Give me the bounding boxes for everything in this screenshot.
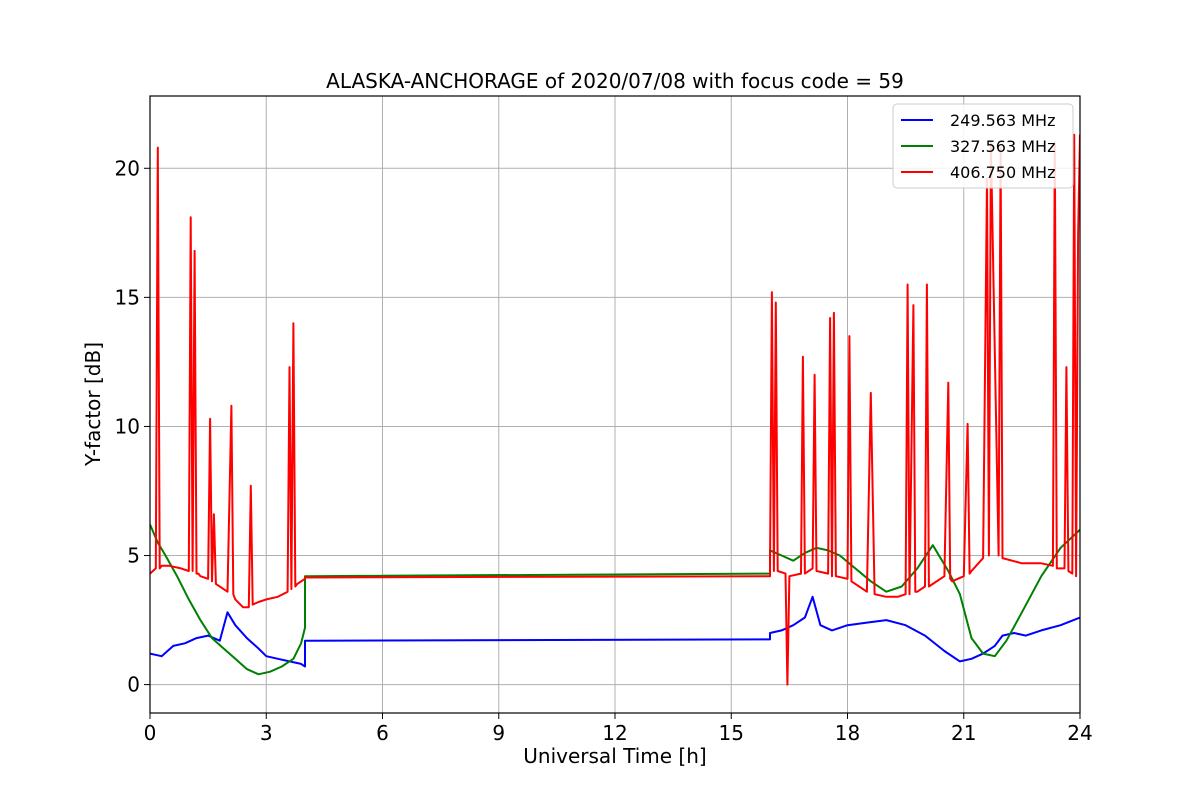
y-tick-label: 15 — [115, 285, 140, 309]
legend-box — [892, 103, 1074, 189]
x-tick-label: 9 — [492, 721, 505, 745]
y-tick-label: 20 — [115, 156, 140, 180]
legend-label-327: 327.563 MHz — [950, 137, 1055, 156]
x-tick-label: 21 — [951, 721, 976, 745]
x-tick-label: 12 — [602, 721, 627, 745]
x-tick-label: 0 — [144, 721, 157, 745]
series-line-406 — [150, 133, 1080, 686]
series-layer — [150, 133, 1080, 686]
x-tick-label: 6 — [376, 721, 389, 745]
series-line-327 — [150, 524, 1080, 676]
x-axis-ticks: 0 3 6 9 12 15 18 21 24 — [144, 713, 1093, 745]
y-tick-label: 0 — [127, 673, 140, 697]
y-axis-label: Y-factor [dB] — [81, 342, 105, 467]
x-tick-label: 15 — [719, 721, 744, 745]
legend-label-406: 406.750 MHz — [950, 163, 1055, 182]
y-tick-label: 5 — [127, 544, 140, 568]
series-line-249 — [150, 595, 1080, 668]
x-tick-label: 3 — [260, 721, 273, 745]
legend-label-249: 249.563 MHz — [950, 111, 1055, 130]
chart-title: ALASKA-ANCHORAGE of 2020/07/08 with focu… — [326, 69, 904, 93]
x-axis-label: Universal Time [h] — [523, 744, 706, 768]
x-tick-label: 18 — [835, 721, 860, 745]
legend: 249.563 MHz 327.563 MHz 406.750 MHz — [892, 103, 1074, 189]
x-tick-label: 24 — [1067, 721, 1092, 745]
plot-area — [150, 133, 1080, 686]
y-axis-ticks: 0 5 10 15 20 — [115, 156, 150, 697]
y-tick-label: 10 — [115, 414, 140, 438]
